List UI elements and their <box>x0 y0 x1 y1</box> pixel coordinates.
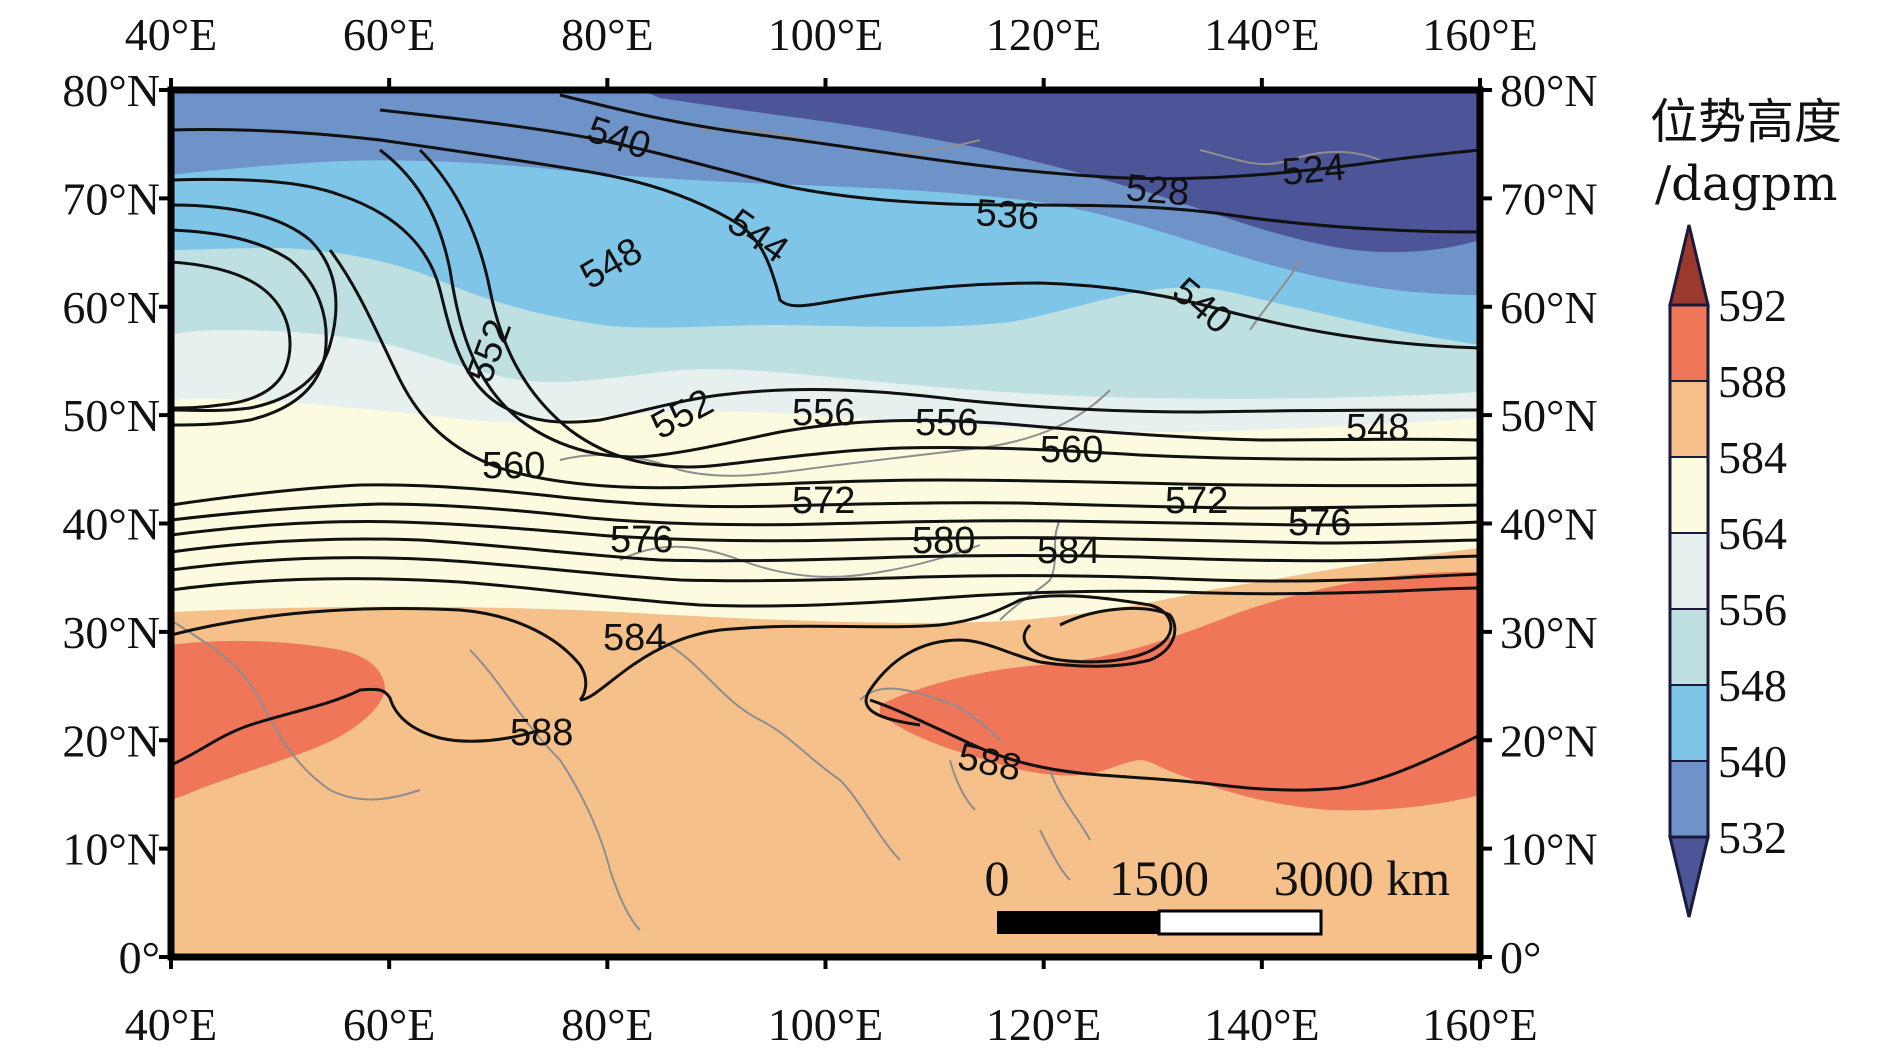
contour-label-584-east: 584 <box>1037 530 1100 572</box>
contour-label-572-east: 572 <box>1165 480 1228 522</box>
contour-label-524: 524 <box>1280 147 1347 194</box>
scale-bar-label-end: 3000 km <box>1274 850 1451 906</box>
lon-label-bottom: 140°E <box>1204 999 1320 1050</box>
colorbar-blocks <box>1668 224 1710 918</box>
lat-label-right: 70°N <box>1500 173 1598 224</box>
scale-bar-black-segment <box>997 911 1159 934</box>
contour-label-588-west: 588 <box>510 712 573 754</box>
lon-label-bottom: 100°E <box>768 999 884 1050</box>
colorbar-level-label: 588 <box>1718 356 1787 407</box>
lon-label-top: 60°E <box>343 9 436 60</box>
contour-lines <box>171 93 1480 792</box>
lon-label-bottom: 160°E <box>1422 999 1538 1050</box>
lon-label-top: 40°E <box>125 9 218 60</box>
lat-label-right: 10°N <box>1500 824 1598 875</box>
lon-label-bottom: 60°E <box>343 999 436 1050</box>
lat-label-right: 20°N <box>1500 715 1598 766</box>
lon-label-top: 160°E <box>1422 9 1538 60</box>
colorbar-level-label: 584 <box>1718 432 1787 483</box>
lat-label-left: 10°N <box>62 824 160 875</box>
contour-label-576-east: 576 <box>1288 502 1351 544</box>
lon-label-bottom: 40°E <box>125 999 218 1050</box>
lat-label-left: 30°N <box>62 607 160 658</box>
colorbar-level-label: 592 <box>1718 280 1787 331</box>
colorbar-extend-bottom <box>1668 835 1710 918</box>
colorbar-band <box>1669 608 1709 686</box>
lat-label-left: 80°N <box>62 65 160 116</box>
scale-bar-label-mid: 1500 <box>1109 850 1209 906</box>
contour-label-548-east: 548 <box>1346 407 1409 449</box>
lon-label-bottom: 80°E <box>561 999 654 1050</box>
colorbar-band <box>1669 760 1709 838</box>
scale-bar: 0 1500 3000 km <box>985 850 1451 936</box>
band-588-592-west <box>171 640 385 800</box>
lon-label-top: 120°E <box>986 9 1102 60</box>
colorbar-level-label: 548 <box>1718 660 1787 711</box>
lat-label-right: 40°N <box>1500 499 1598 550</box>
filled-contour-bands <box>171 90 1480 957</box>
colorbar-band <box>1669 304 1709 382</box>
legend-title-line2: /dagpm <box>1655 156 1837 212</box>
lat-label-left: 70°N <box>62 173 160 224</box>
contour-label-536: 536 <box>974 192 1040 238</box>
contour-label-528: 528 <box>1124 167 1191 214</box>
lat-label-right: 80°N <box>1500 65 1598 116</box>
axis-ticks: 40°E 40°E 60°E 60°E 80°E 80°E 100°E 100°E 120°E 1… <box>62 9 1597 1050</box>
contour-label-556-a: 556 <box>792 392 855 434</box>
contour-label-560-west: 560 <box>482 445 545 487</box>
contour-label-576-west: 576 <box>610 519 673 561</box>
band-588-592-east <box>880 571 1480 811</box>
band-below-532 <box>171 90 1480 253</box>
lat-label-right: 30°N <box>1500 607 1598 658</box>
lon-label-top: 140°E <box>1204 9 1320 60</box>
colorbar-level-label: 564 <box>1718 508 1787 559</box>
contour-label-580: 580 <box>912 520 975 562</box>
contour-label-572-west: 572 <box>792 480 855 522</box>
legend-title-line1: 位势高度 <box>1650 94 1842 150</box>
lat-label-left: 40°N <box>62 499 160 550</box>
colorbar-level-label: 532 <box>1718 812 1787 863</box>
lat-label-left: 50°N <box>62 390 160 441</box>
lon-label-bottom: 120°E <box>986 999 1102 1050</box>
scale-bar-label-zero: 0 <box>985 850 1010 906</box>
lon-label-top: 100°E <box>768 9 884 60</box>
colorbar: 位势高度 /dagpm 592 588 584 564 556 548 540 532 <box>1650 94 1842 918</box>
lat-label-right: 0° <box>1500 932 1541 983</box>
colorbar-band <box>1669 532 1709 610</box>
lat-label-left: 20°N <box>62 715 160 766</box>
lon-label-top: 80°E <box>561 9 654 60</box>
colorbar-extend-top <box>1668 224 1710 307</box>
colorbar-band <box>1669 456 1709 534</box>
contour-label-560-east: 560 <box>1040 429 1103 471</box>
colorbar-level-label: 556 <box>1718 584 1787 635</box>
contour-label-556-b: 556 <box>915 402 978 444</box>
colorbar-band <box>1669 380 1709 458</box>
scale-bar-white-segment <box>1157 909 1323 936</box>
colorbar-band <box>1669 684 1709 762</box>
lat-label-left: 60°N <box>62 282 160 333</box>
colorbar-outline <box>1668 303 1710 839</box>
colorbar-labels: 592 588 584 564 556 548 540 532 <box>1718 280 1787 863</box>
colorbar-level-label: 540 <box>1718 736 1787 787</box>
lat-label-left: 0° <box>119 932 160 983</box>
lat-label-right: 60°N <box>1500 282 1598 333</box>
lat-label-right: 50°N <box>1500 390 1598 441</box>
contour-label-584-west: 584 <box>603 617 666 659</box>
